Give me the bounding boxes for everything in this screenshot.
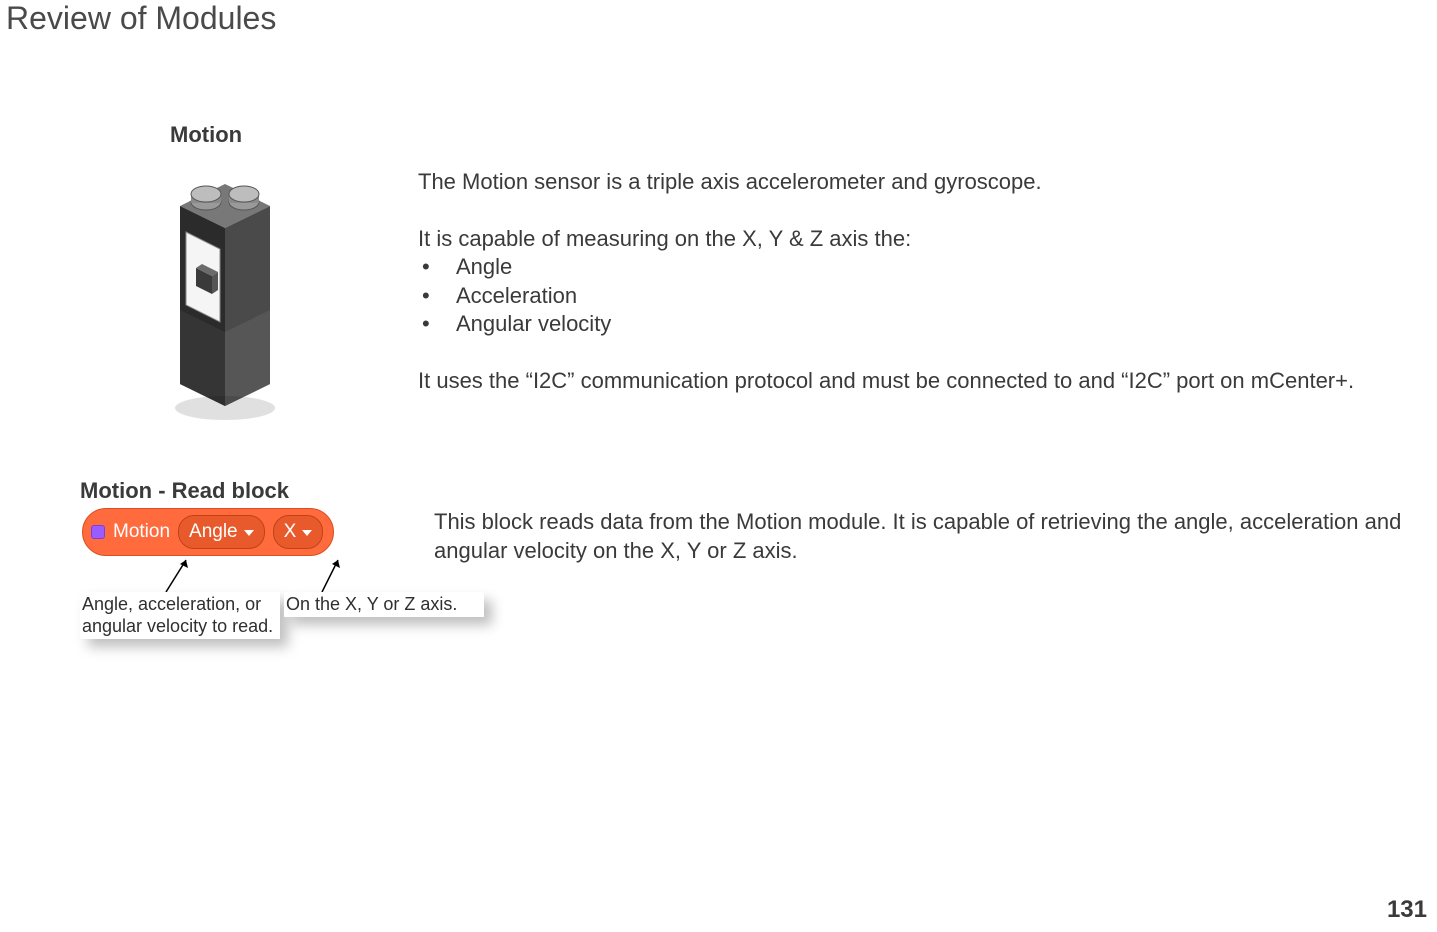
motion-module-illustration (140, 170, 310, 430)
block-dropdown-axis-value: X (284, 521, 297, 543)
chevron-down-icon (302, 530, 312, 536)
block-dropdown-measure[interactable]: Angle (178, 515, 265, 549)
motion-protocol-text: It uses the “I2C” communication protocol… (418, 367, 1398, 396)
page-title: Review of Modules (6, 0, 276, 37)
block-category-dot-icon (91, 525, 105, 539)
read-block-heading: Motion - Read block (80, 478, 289, 504)
block-dropdown-axis[interactable]: X (273, 515, 324, 549)
arrow-icon (316, 556, 356, 596)
arrow-icon (160, 556, 200, 596)
motion-description: The Motion sensor is a triple axis accel… (418, 168, 1398, 396)
page-number: 131 (1387, 896, 1427, 924)
callout-axis: On the X, Y or Z axis. (284, 592, 484, 617)
motion-intro-text: The Motion sensor is a triple axis accel… (418, 168, 1398, 197)
callout-measure: Angle, acceleration, or angular velocity… (80, 592, 280, 639)
bullet-angular-velocity: Angular velocity (418, 310, 1398, 339)
motion-heading: Motion (170, 122, 242, 148)
block-dropdown-measure-value: Angle (189, 521, 238, 543)
chevron-down-icon (244, 530, 254, 536)
motion-capable-text: It is capable of measuring on the X, Y &… (418, 225, 1398, 254)
read-block-description: This block reads data from the Motion mo… (434, 508, 1404, 565)
bullet-angle: Angle (418, 253, 1398, 282)
block-label: Motion (113, 521, 170, 543)
document-page: Review of Modules Motion The Motion sens… (0, 0, 1437, 932)
bullet-acceleration: Acceleration (418, 282, 1398, 311)
scratch-block-wrapper: Motion Angle X (82, 508, 382, 560)
motion-read-block: Motion Angle X (82, 508, 334, 556)
motion-bullet-list: Angle Acceleration Angular velocity (418, 253, 1398, 339)
